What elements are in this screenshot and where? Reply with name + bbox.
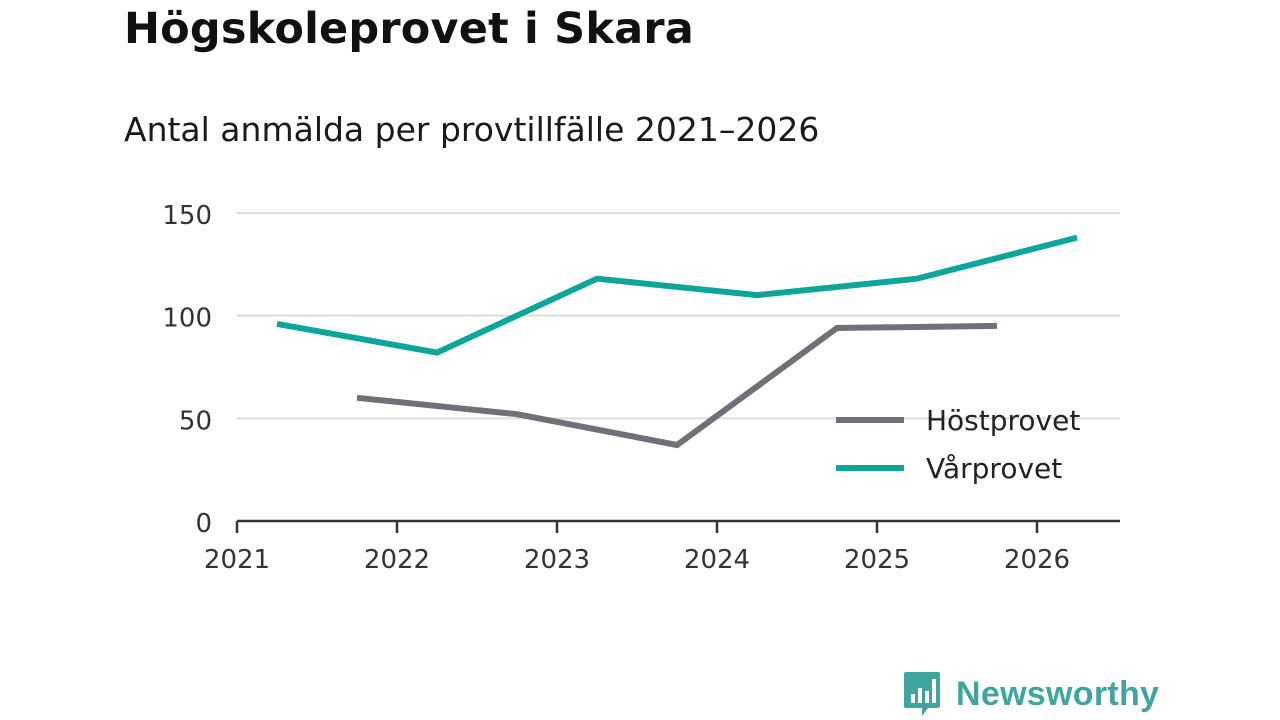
legend: Höstprovet Vårprovet (836, 404, 1080, 485)
legend-label: Höstprovet (926, 404, 1080, 437)
newsworthy-logo-icon (904, 672, 940, 716)
series-lines (276, 234, 1078, 449)
y-tick-label: 50 (179, 406, 212, 436)
brand-logo: Newsworthy (902, 670, 1159, 718)
y-axis-ticks: 0 50 100 150 (162, 201, 212, 539)
chart-subtitle: Antal anmälda per provtillfälle 2021–202… (124, 110, 820, 149)
series-line-v-rprovet (276, 234, 1078, 356)
brand-name: Newsworthy (956, 674, 1160, 713)
x-tick-label: 2026 (1004, 545, 1070, 575)
x-tick-label: 2023 (524, 545, 590, 575)
grid-lines (237, 212, 1120, 420)
x-tick-label: 2022 (364, 545, 430, 575)
chart-title: Högskoleprovet i Skara (124, 4, 694, 54)
legend-label: Vårprovet (926, 452, 1062, 485)
x-axis: 2021 2022 2023 2024 2025 2026 (204, 519, 1120, 575)
y-tick-label: 150 (162, 201, 212, 231)
y-tick-label: 0 (195, 509, 212, 539)
x-tick-label: 2025 (844, 545, 910, 575)
x-tick-label: 2024 (684, 545, 750, 575)
y-tick-label: 100 (162, 304, 212, 334)
x-tick-label: 2021 (204, 545, 270, 575)
